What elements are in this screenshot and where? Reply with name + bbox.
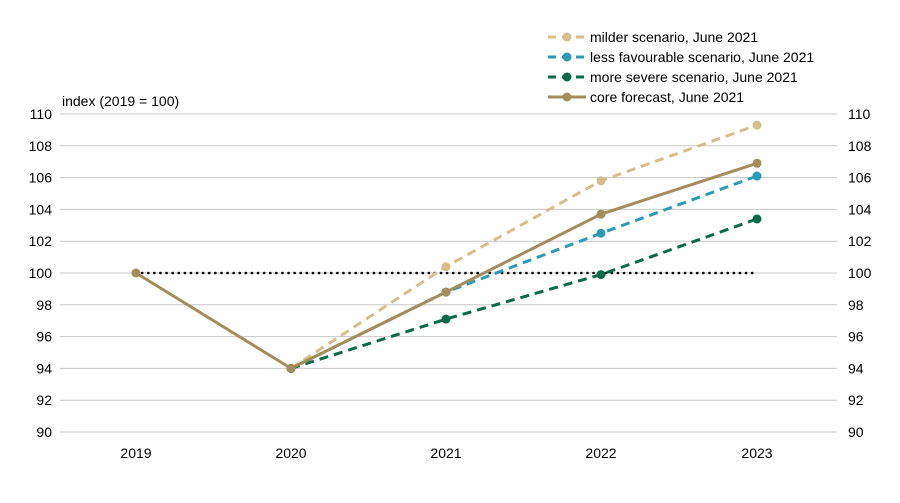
y-tick-label-left: 100 [29, 265, 53, 281]
data-point [441, 314, 451, 324]
data-point [131, 268, 141, 278]
series-2 [286, 214, 762, 373]
legend-item: less favourable scenario, June 2021 [548, 49, 814, 65]
y-tick-label-left: 102 [29, 233, 53, 249]
data-point [752, 158, 762, 168]
legend-label: core forecast, June 2021 [590, 89, 744, 105]
data-point [752, 214, 762, 224]
legend-item: milder scenario, June 2021 [548, 29, 758, 45]
y-tick-label-right: 106 [848, 170, 872, 186]
y-tick-label-right: 90 [848, 424, 864, 440]
y-tick-label-right: 92 [848, 392, 864, 408]
legend: milder scenario, June 2021 less favourabl… [548, 29, 814, 105]
data-point [596, 176, 606, 186]
y-tick-label-left: 92 [36, 392, 52, 408]
y-tick-label-left: 96 [36, 329, 52, 345]
data-point [441, 262, 451, 272]
legend-swatch-marker [562, 32, 572, 42]
legend-label: more severe scenario, June 2021 [590, 69, 798, 85]
y-tick-label-left: 110 [30, 106, 53, 122]
series [131, 120, 762, 373]
y-tick-label-left: 98 [36, 297, 52, 313]
x-tick-label: 2021 [430, 445, 461, 461]
data-point [441, 287, 451, 297]
x-tick-label: 2019 [120, 445, 151, 461]
y-axis-title: index (2019 = 100) [62, 93, 179, 109]
y-tick-label-left: 108 [29, 138, 53, 154]
y-tick-label-right: 108 [848, 138, 872, 154]
data-point [752, 171, 762, 181]
y-tick-label-left: 94 [36, 360, 52, 376]
y-tick-label-left: 104 [29, 201, 53, 217]
legend-swatch-marker [562, 52, 572, 62]
legend-swatch-marker [562, 72, 572, 82]
legend-label: milder scenario, June 2021 [590, 29, 758, 45]
y-tick-label-right: 100 [848, 265, 872, 281]
y-tick-label-right: 94 [848, 360, 864, 376]
x-tick-label: 2020 [275, 445, 306, 461]
series-line [290, 123, 758, 370]
data-point [752, 120, 762, 130]
series-line [290, 217, 758, 370]
y-tick-label-right: 98 [848, 297, 864, 313]
y-tick-label-left: 90 [36, 424, 52, 440]
y-tick-label-right: 102 [848, 233, 872, 249]
data-point [596, 270, 606, 280]
y-tick-label-left: 106 [29, 170, 53, 186]
legend-label: less favourable scenario, June 2021 [590, 49, 814, 65]
y-tick-label-right: 110 [848, 106, 871, 122]
data-point [596, 228, 606, 238]
series-line [290, 174, 758, 370]
data-point [286, 363, 296, 373]
legend-item: more severe scenario, June 2021 [548, 69, 798, 85]
axes: 90 90 92 92 94 94 96 96 98 98 100 100 102 102 104 104 10… [29, 93, 872, 461]
series-3 [131, 158, 762, 373]
y-tick-label-right: 96 [848, 329, 864, 345]
x-tick-label: 2022 [585, 445, 616, 461]
legend-swatch-marker [562, 92, 572, 102]
legend-item: core forecast, June 2021 [548, 89, 744, 105]
data-point [596, 209, 606, 219]
x-tick-label: 2023 [741, 445, 772, 461]
y-tick-label-right: 104 [848, 201, 872, 217]
